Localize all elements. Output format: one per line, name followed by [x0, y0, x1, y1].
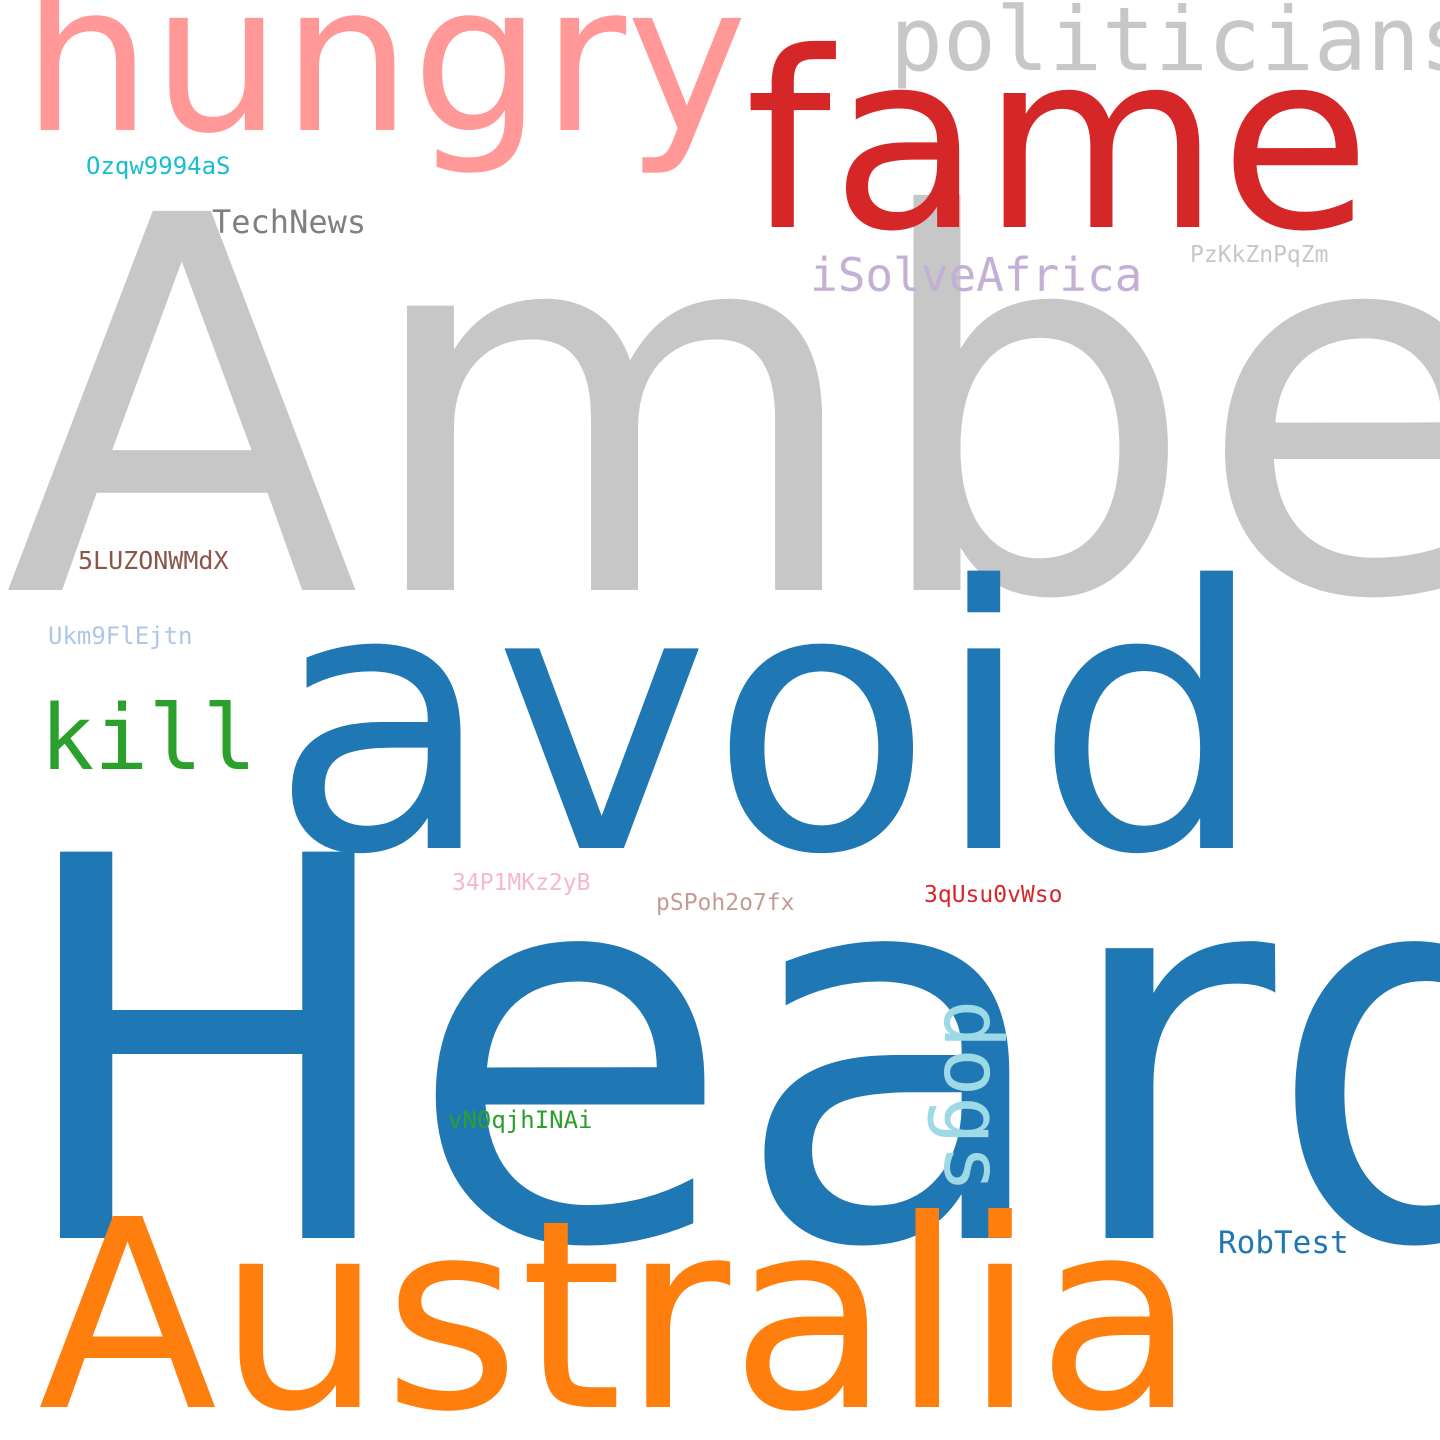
- word-robtest: RobTest: [1218, 1225, 1349, 1261]
- word-3qusu0vwso: 3qUsu0vWso: [924, 882, 1063, 908]
- word-pzkkznpqzm: PzKkZnPqZm: [1190, 242, 1329, 268]
- word-australia: Australia: [38, 1164, 1197, 1440]
- word-ozqw9994as: Ozqw9994aS: [86, 152, 231, 180]
- word-politicians: politicians: [890, 0, 1440, 91]
- word-34p1mkz2yb: 34P1MKz2yB: [452, 870, 591, 896]
- word-heard: Heard: [8, 746, 1440, 1363]
- word-avoid: avoid: [270, 510, 1267, 935]
- word-5luzonwmdx: 5LUZONWMdX: [78, 546, 229, 575]
- word-isolveafrica: iSolveAfrica: [810, 248, 1143, 302]
- word-dogs: dogs: [926, 1000, 1019, 1193]
- word-vn0qjhinai: vN0qjhINAi: [448, 1106, 593, 1134]
- word-pspoh2o7fx: pSPoh2o7fx: [656, 890, 795, 916]
- word-fame: fame: [745, 0, 1371, 285]
- word-ukm9flejtn: Ukm9FlEjtn: [48, 622, 193, 650]
- word-kill: kill: [40, 686, 257, 791]
- word-amber: Amber: [4, 107, 1440, 713]
- word-hungry: hungry: [22, 0, 748, 179]
- word-technews: TechNews: [212, 203, 367, 241]
